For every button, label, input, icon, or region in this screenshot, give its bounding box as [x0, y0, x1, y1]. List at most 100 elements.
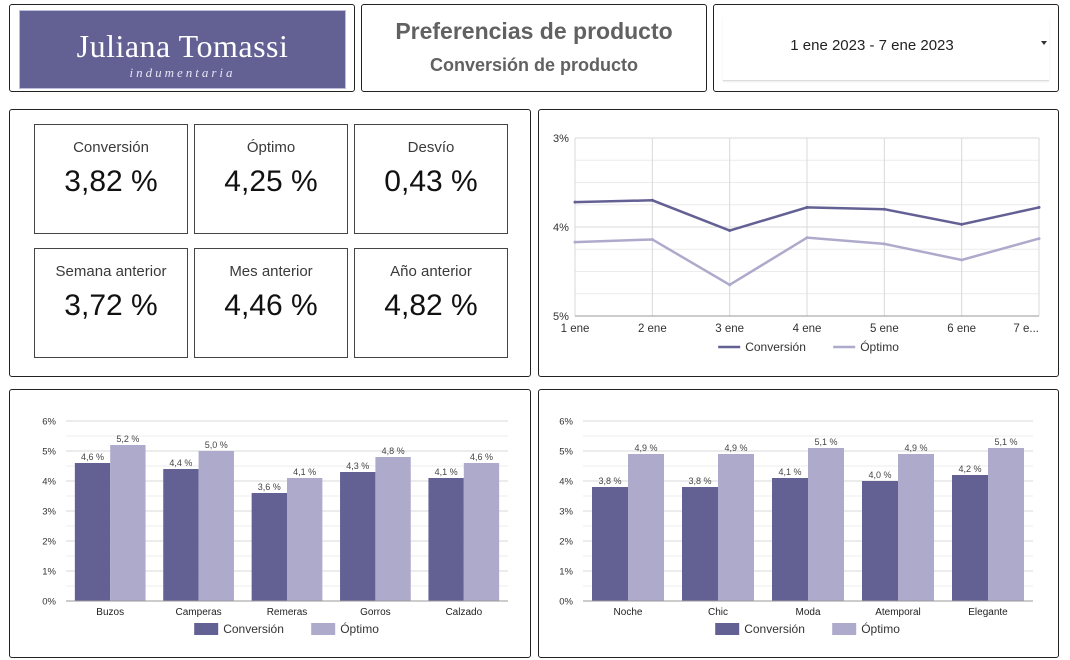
- kpi-label: Año anterior: [390, 263, 472, 280]
- x-tick-label: 3 ene: [715, 323, 744, 335]
- x-tick-label: Camperas: [176, 607, 222, 618]
- kpi-label: Mes anterior: [229, 263, 313, 280]
- y-tick-label: 5%: [559, 447, 573, 458]
- date-range-picker[interactable]: 1 ene 2023 - 7 ene 2023: [723, 17, 1049, 81]
- kpi-label: Conversión: [73, 139, 149, 156]
- data-point: [573, 200, 577, 204]
- x-tick-label: Moda: [795, 607, 820, 618]
- data-point: [882, 207, 886, 211]
- legend-label: Óptimo: [340, 621, 379, 636]
- bar-conversion: [772, 478, 808, 601]
- chevron-down-icon[interactable]: [1041, 41, 1047, 45]
- bar-data-label: 4,1 %: [435, 467, 458, 477]
- data-point: [728, 283, 732, 287]
- kpi-value: 4,25 %: [224, 165, 318, 198]
- bar-data-label: 5,0 %: [205, 440, 228, 450]
- bar-data-label: 4,9 %: [724, 443, 747, 453]
- y-tick-label: 4%: [553, 222, 569, 234]
- bar-optimo: [463, 463, 500, 601]
- bar-optimo: [808, 448, 844, 601]
- y-tick-label: 1%: [42, 567, 56, 578]
- x-tick-label: 4 ene: [793, 323, 822, 335]
- bar-data-label: 5,1 %: [994, 437, 1017, 447]
- y-tick-label: 3%: [553, 133, 569, 145]
- x-tick-label: Elegante: [968, 607, 1008, 618]
- bar-conversion: [163, 469, 199, 601]
- logo-name: Juliana Tomassi: [76, 28, 289, 64]
- bar-optimo: [718, 454, 754, 601]
- data-point: [650, 237, 654, 241]
- kpi-card-optimo: Óptimo 4,25 %: [194, 124, 348, 234]
- legend-label: Conversión: [745, 340, 806, 354]
- x-tick-label: Noche: [614, 607, 643, 618]
- legend-label: Óptimo: [861, 621, 900, 636]
- y-tick-label: 5%: [553, 311, 569, 323]
- bar-optimo: [375, 457, 411, 601]
- bar-conversion: [682, 487, 718, 601]
- bar-conversion: [862, 481, 898, 601]
- data-point: [1037, 205, 1041, 209]
- y-tick-label: 0%: [42, 597, 56, 608]
- kpi-card-ano-anterior: Año anterior 4,82 %: [354, 248, 508, 358]
- data-point: [1037, 237, 1041, 241]
- title-panel: Preferencias de producto Conversión de p…: [361, 4, 707, 92]
- y-tick-label: 5%: [42, 447, 56, 458]
- x-tick-label: 1 ene: [561, 323, 590, 335]
- bar-chart-category-panel: 0% 1% 2% 3% 4% 5% 6% 4,6 % 5,2 % Buzos 4,4 % 5,0 % C…: [9, 389, 531, 658]
- y-tick-label: 6%: [42, 417, 56, 428]
- x-tick-label: 7 e...: [1013, 323, 1039, 335]
- legend-swatch: [311, 623, 336, 635]
- x-tick-label: Buzos: [96, 607, 124, 618]
- data-point: [573, 240, 577, 244]
- bar-data-label: 4,6 %: [81, 452, 104, 462]
- x-tick-label: 5 ene: [870, 323, 899, 335]
- bar-data-label: 4,9 %: [634, 443, 657, 453]
- bar-chart-style[interactable]: 0% 1% 2% 3% 4% 5% 6% 3,8 % 4,9 % Noche 3,8 % 4,9 % C…: [539, 390, 1058, 657]
- bar-optimo: [988, 448, 1024, 601]
- bar-optimo: [898, 454, 934, 601]
- bar-data-label: 4,6 %: [470, 452, 493, 462]
- y-tick-label: 3%: [42, 507, 56, 518]
- data-point: [882, 242, 886, 246]
- date-panel: 1 ene 2023 - 7 ene 2023: [713, 4, 1059, 92]
- bar-data-label: 4,1 %: [293, 467, 316, 477]
- x-tick-label: Calzado: [445, 607, 482, 618]
- bar-optimo: [287, 478, 323, 601]
- kpi-card-desvio: Desvío 0,43 %: [354, 124, 508, 234]
- line-chart-panel: 3% 4% 5% 1 ene 2 ene 3 ene 4 ene 5 ene 6 ene 7 e.…: [538, 109, 1059, 377]
- bar-optimo: [198, 451, 234, 601]
- bar-data-label: 4,3 %: [346, 461, 369, 471]
- legend-label: Conversión: [744, 622, 805, 636]
- bar-data-label: 3,8 %: [598, 476, 621, 486]
- legend-swatch: [715, 623, 740, 635]
- data-point: [728, 229, 732, 233]
- x-tick-label: Chic: [708, 607, 728, 618]
- kpi-label: Óptimo: [246, 139, 296, 156]
- kpi-panel: Conversión 3,82 % Óptimo 4,25 % Desvío 0…: [9, 109, 531, 377]
- x-tick-label: 2 ene: [638, 323, 667, 335]
- bar-conversion: [74, 463, 111, 601]
- bar-data-label: 4,1 %: [778, 467, 801, 477]
- y-tick-label: 4%: [559, 477, 573, 488]
- y-tick-label: 2%: [559, 537, 573, 548]
- legend-label: Conversión: [223, 622, 284, 636]
- legend-swatch: [832, 623, 857, 635]
- kpi-card-semana-anterior: Semana anterior 3,72 %: [34, 248, 188, 358]
- bar-optimo: [110, 445, 146, 601]
- bar-data-label: 5,1 %: [814, 437, 837, 447]
- bar-conversion: [952, 475, 988, 601]
- data-point: [805, 205, 809, 209]
- y-tick-label: 1%: [559, 567, 573, 578]
- kpi-value: 4,46 %: [224, 289, 318, 322]
- y-tick-label: 2%: [42, 537, 56, 548]
- kpi-card-mes-anterior: Mes anterior 4,46 %: [194, 248, 348, 358]
- kpi-card-conversion: Conversión 3,82 %: [34, 124, 188, 234]
- x-tick-label: Gorros: [360, 607, 391, 618]
- bar-data-label: 5,2 %: [116, 434, 139, 444]
- y-tick-label: 6%: [559, 417, 573, 428]
- y-tick-label: 3%: [559, 507, 573, 518]
- bar-conversion: [592, 487, 628, 601]
- bar-chart-category[interactable]: 0% 1% 2% 3% 4% 5% 6% 4,6 % 5,2 % Buzos 4,4 % 5,0 % C…: [10, 390, 530, 657]
- kpi-value: 3,72 %: [64, 289, 158, 322]
- line-chart[interactable]: 3% 4% 5%1 ene 2 ene 3 ene 4 ene 5 ene 6 ene 7 e.…: [539, 110, 1058, 376]
